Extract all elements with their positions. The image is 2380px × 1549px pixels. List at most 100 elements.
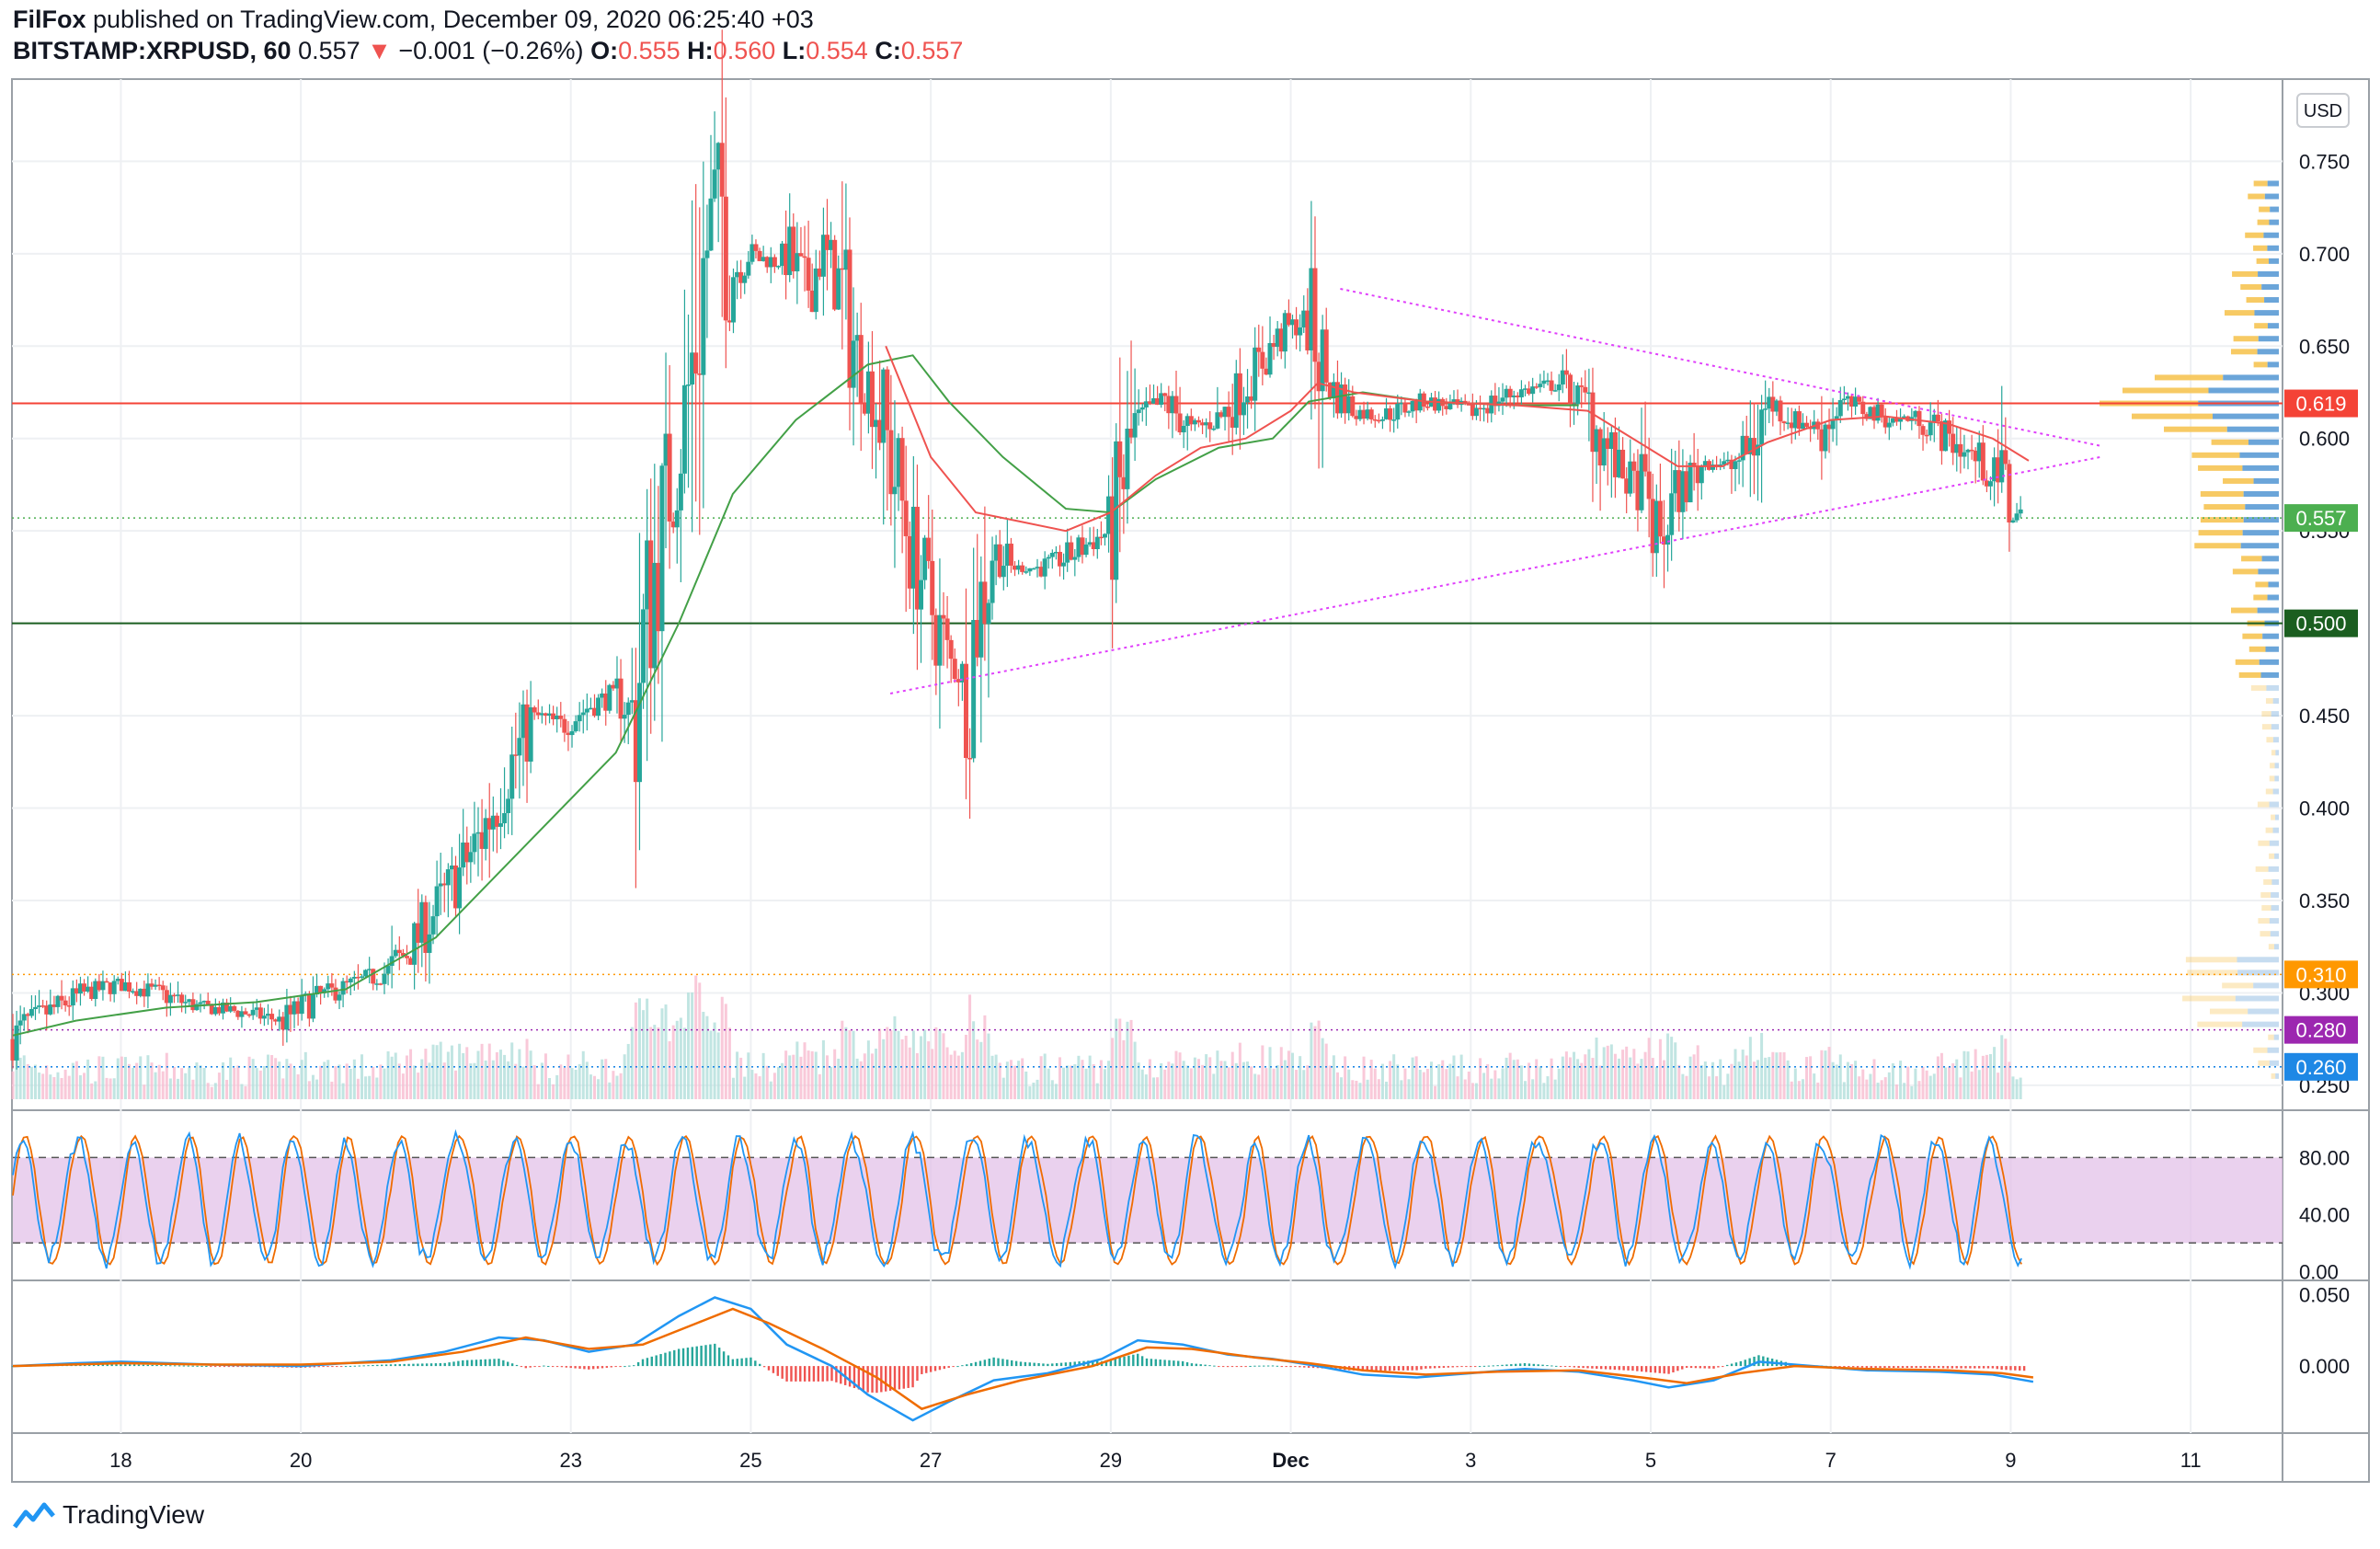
candle-body [1841,398,1847,401]
candle-body [1312,268,1318,362]
macd-histogram-bar [1641,1366,1643,1372]
chart-frame [11,78,2370,1483]
volume-bar [1505,1057,1508,1099]
volume-bar [1782,1052,1786,1099]
candle-body [1473,407,1479,417]
volume-bar [1974,1049,1977,1099]
macd-histogram-bar [1532,1363,1535,1367]
candle-body [652,562,658,669]
macd-histogram-bar [344,1366,348,1368]
candle-body [254,1007,259,1010]
macd-histogram-bar [1848,1366,1850,1368]
macd-histogram-bar [1672,1366,1675,1372]
volume-bar [255,1068,258,1099]
macd-histogram-bar [1843,1366,1846,1368]
macd-histogram-bar [1487,1365,1491,1367]
candle-body [836,268,841,310]
macd-histogram-bar [1604,1366,1608,1370]
macd-histogram-bar [790,1366,793,1382]
candle-body [1451,399,1457,404]
volume-bar [1512,1060,1516,1099]
macd-histogram-bar [1470,1366,1472,1368]
macd-histogram-bar [1955,1366,1958,1369]
volume-bar [1479,1058,1482,1099]
volume-bar [1771,1051,1775,1099]
volume-bar [303,1051,307,1099]
macd-histogram-bar [1092,1360,1094,1367]
volume-bar [1550,1058,1553,1099]
candle-body [975,620,980,658]
volume-bar [563,1067,566,1099]
volume-bar [1914,1068,1917,1099]
volume-bar [1070,1065,1073,1099]
volume-bar [1820,1050,1824,1099]
volume-bar [882,1038,886,1099]
volume-bar [938,1029,942,1099]
candle-body [832,239,838,310]
candle-body [1917,410,1922,427]
candle-body [1601,438,1607,466]
macd-histogram-bar [1451,1366,1454,1368]
candle-body [119,979,124,992]
profile-bar-up [2209,1008,2248,1015]
candle-body [224,1002,230,1012]
macd-histogram-bar [574,1366,577,1369]
macd-histogram-bar [1573,1366,1576,1368]
footer-brand[interactable]: TradingView [13,1499,204,1531]
candle-body [1882,416,1888,428]
macd-histogram-bar [1748,1358,1751,1367]
macd-histogram-bar [515,1364,519,1367]
price-axis-tick: 0.350 [2299,889,2350,912]
macd-histogram-bar [412,1363,415,1367]
candle-body [1177,413,1183,433]
macd-histogram-bar [1123,1356,1126,1367]
publisher-name[interactable]: FilFox [13,6,86,33]
volume-bar [278,1061,281,1099]
candle-body [1579,385,1585,387]
macd-histogram-bar [722,1351,726,1367]
tradingview-logo-icon [13,1502,55,1529]
macd-histogram-bar [529,1366,532,1368]
volume-bar [1429,1061,1433,1099]
profile-bar-up [2258,1060,2270,1066]
candle-body [250,1009,256,1015]
volume-bar [908,1047,911,1099]
candle-body [795,253,800,271]
profile-bar-up [2259,206,2271,212]
volume-bar [1748,1037,1752,1099]
macd-histogram-bar [1515,1363,1517,1367]
symbol-name[interactable]: BITSTAMP:XRPUSD, 60 [13,37,292,64]
candle-body [1661,536,1666,545]
volume-bar [1838,1054,1842,1099]
candle-body [930,560,935,615]
volume-bar [754,1073,758,1099]
volume-bar [1171,1063,1174,1099]
macd-histogram-bar [807,1366,811,1382]
macd-histogram-bar [704,1345,707,1367]
macd-histogram-bar [677,1348,681,1367]
candle-body [86,986,91,992]
candle-body [1563,370,1569,375]
volume-bar [1182,1061,1185,1099]
axes: 0.7500.7000.6500.6000.5500.4500.4000.350… [109,150,2350,1472]
stoch-d-line [12,1134,2022,1267]
profile-bar-down [2223,374,2279,381]
macd-histogram-bar [961,1365,964,1367]
volume-bar [615,1075,619,1099]
volume-bar [439,1041,442,1099]
candle-body [1583,386,1588,393]
candle-body [847,249,852,388]
volume-bar [442,1062,446,1099]
macd-histogram-bar [772,1366,775,1373]
profile-bar-down [2274,775,2279,782]
currency-button[interactable]: USD [2296,93,2350,128]
macd-histogram-bar [11,1366,15,1368]
macd-histogram-bar [857,1366,861,1390]
candle-body [1098,536,1104,539]
volume-bar [225,1079,229,1099]
macd-histogram-bar [1266,1365,1270,1367]
macd-histogram-bar [1744,1360,1746,1367]
candle-body [1778,400,1783,422]
profile-bar-down [2237,957,2279,963]
